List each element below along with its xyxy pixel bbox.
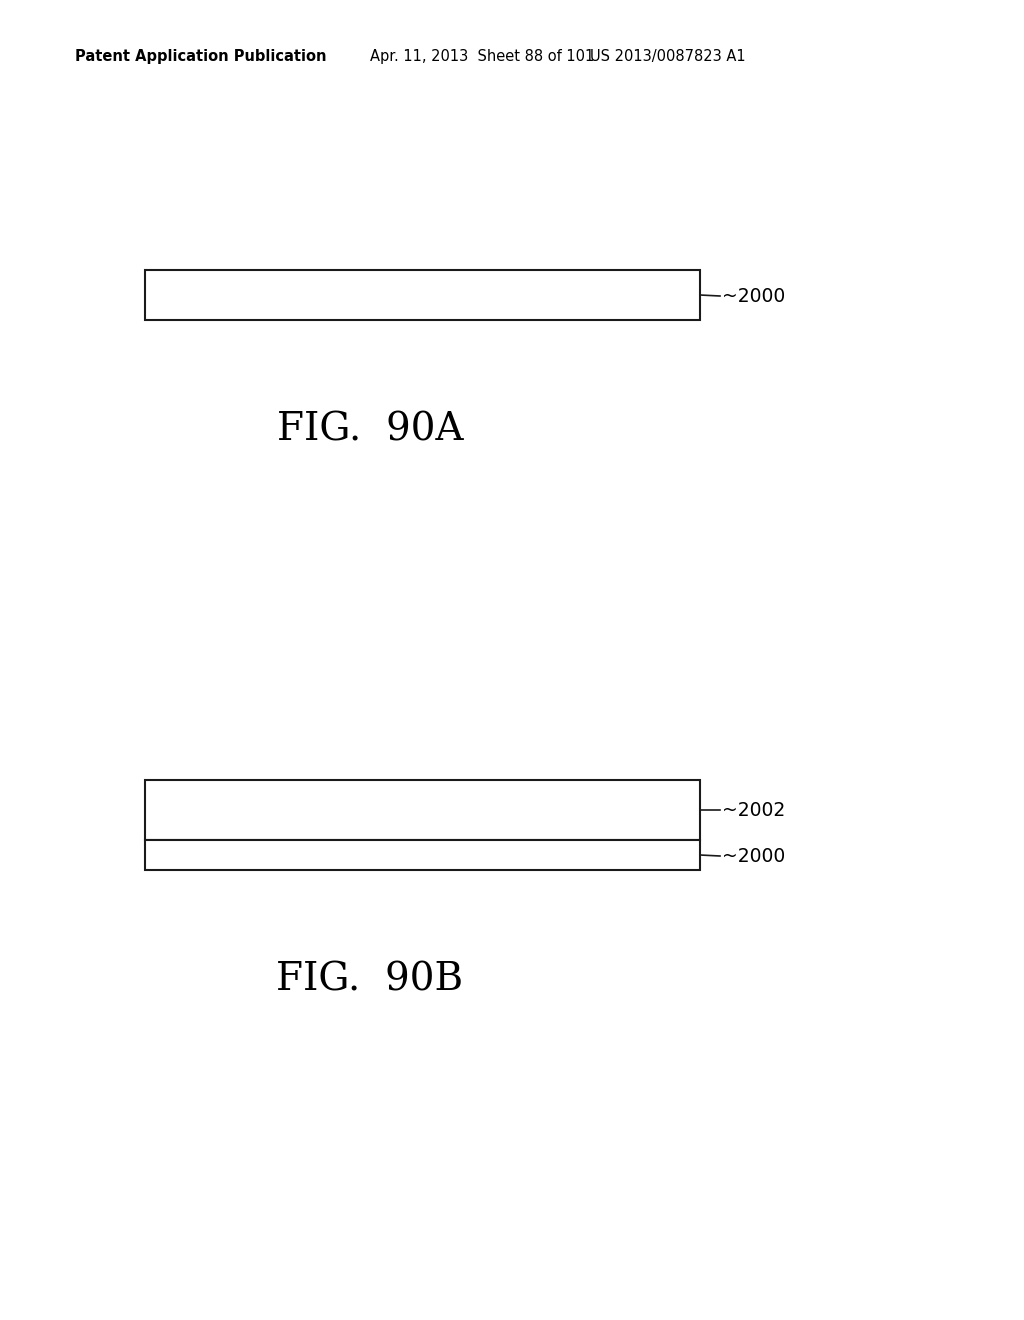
Text: FIG.  90B: FIG. 90B (276, 961, 464, 998)
Text: Apr. 11, 2013  Sheet 88 of 101: Apr. 11, 2013 Sheet 88 of 101 (370, 49, 594, 65)
Bar (145, 271, 700, 319)
Bar (145, 780, 700, 840)
Text: US 2013/0087823 A1: US 2013/0087823 A1 (590, 49, 745, 65)
Text: ~2000: ~2000 (722, 846, 785, 866)
Text: Patent Application Publication: Patent Application Publication (75, 49, 327, 65)
Text: ~2002: ~2002 (722, 800, 785, 820)
Bar (145, 840, 700, 870)
Text: FIG.  90A: FIG. 90A (276, 412, 463, 449)
Text: ~2000: ~2000 (722, 286, 785, 305)
